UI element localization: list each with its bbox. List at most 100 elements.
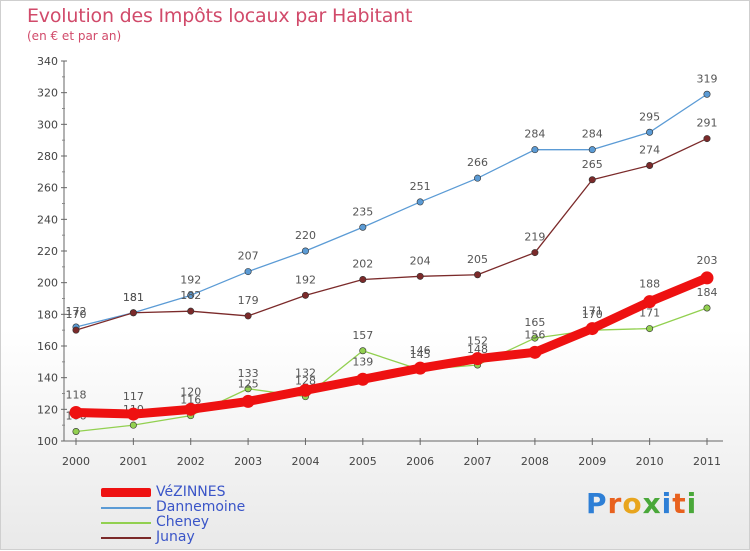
data-point (528, 345, 542, 359)
y-tick-label: 340 (37, 55, 58, 68)
data-label: 295 (639, 110, 660, 123)
data-point (646, 128, 654, 136)
series-line-1 (75, 93, 708, 328)
y-tick-label: 320 (37, 87, 58, 100)
data-label: 265 (582, 158, 603, 171)
data-label: 152 (467, 335, 488, 348)
data-label: 291 (697, 117, 718, 130)
x-tick-label: 2011 (693, 455, 721, 468)
data-label: 120 (180, 385, 201, 398)
data-point (241, 394, 255, 408)
data-point (244, 268, 252, 276)
data-label: 132 (295, 366, 316, 379)
data-point (69, 406, 83, 419)
data-point (585, 322, 599, 336)
legend-swatch (101, 507, 151, 509)
data-label: 284 (582, 128, 603, 141)
data-label: 204 (410, 254, 431, 267)
x-tick-label: 2004 (291, 455, 319, 468)
chart-subtitle: (en € et par an) (27, 29, 122, 43)
x-tick-label: 2005 (349, 455, 377, 468)
data-point (646, 325, 654, 333)
y-tick-label: 160 (37, 340, 58, 353)
data-label: 284 (524, 128, 545, 141)
y-tick-label: 280 (37, 150, 58, 163)
data-point (474, 174, 482, 182)
data-label: 266 (467, 156, 488, 169)
data-label: 118 (66, 389, 87, 402)
data-label: 182 (180, 289, 201, 302)
data-point (356, 372, 370, 386)
data-label: 170 (582, 308, 603, 321)
data-point (129, 421, 137, 429)
y-tick-label: 120 (37, 403, 58, 416)
data-label: 133 (238, 367, 259, 380)
legend-label: Cheney (156, 514, 210, 530)
data-label: 205 (467, 253, 488, 266)
x-tick-label: 2000 (62, 455, 90, 468)
data-label: 207 (238, 250, 259, 263)
data-label: 148 (467, 343, 488, 356)
legend-label: Junay (156, 529, 195, 545)
data-point (126, 407, 140, 421)
y-tick-label: 300 (37, 118, 58, 131)
data-point (531, 146, 539, 154)
data-label: 170 (66, 308, 87, 321)
data-point (298, 383, 312, 397)
x-tick-label: 2010 (636, 455, 664, 468)
data-label: 146 (410, 344, 431, 357)
y-tick-label: 200 (37, 277, 58, 290)
data-point (703, 90, 711, 98)
data-point (187, 291, 195, 299)
data-label: 220 (295, 229, 316, 242)
data-label: 157 (352, 329, 373, 342)
data-point (531, 334, 539, 342)
data-label: 192 (295, 273, 316, 286)
data-point (129, 309, 137, 317)
data-point (474, 271, 482, 279)
data-point (184, 402, 198, 416)
data-point (244, 385, 252, 393)
data-point (703, 304, 711, 312)
data-label: 202 (352, 258, 373, 271)
data-label: 116 (180, 394, 201, 407)
y-tick-label: 180 (37, 308, 58, 321)
data-point (72, 326, 80, 334)
y-tick-label: 240 (37, 213, 58, 226)
data-label: 145 (410, 348, 431, 361)
data-point (72, 427, 80, 435)
data-label: 179 (238, 294, 259, 307)
x-tick-label: 2003 (234, 455, 262, 468)
data-label: 251 (410, 180, 431, 193)
x-tick-label: 2001 (119, 455, 147, 468)
data-label: 165 (524, 316, 545, 329)
legend-swatch (101, 488, 151, 497)
data-label: 181 (123, 291, 144, 304)
data-label: 128 (295, 375, 316, 388)
data-point (187, 307, 195, 315)
y-tick-label: 260 (37, 182, 58, 195)
x-tick-label: 2008 (521, 455, 549, 468)
series-line-3 (75, 137, 708, 331)
data-point (301, 291, 309, 299)
proxiti-logo: Proxiti (586, 487, 698, 520)
legend-label: Dannemoine (156, 499, 246, 515)
data-label: 274 (639, 144, 660, 157)
chart-title: Evolution des Impôts locaux par Habitant (27, 5, 413, 27)
data-label: 203 (697, 254, 718, 267)
legend-label: VéZINNES (156, 484, 226, 500)
data-point (416, 272, 424, 280)
data-label: 184 (697, 286, 718, 299)
data-point (700, 271, 714, 285)
data-label: 188 (639, 278, 660, 291)
data-label: 192 (180, 273, 201, 286)
x-tick-label: 2002 (177, 455, 205, 468)
data-point (359, 347, 367, 355)
data-label: 219 (524, 231, 545, 244)
series-line-2 (75, 307, 708, 433)
x-tick-label: 2009 (578, 455, 606, 468)
data-point (359, 275, 367, 283)
legend-swatch (101, 537, 151, 539)
data-point (471, 352, 485, 366)
